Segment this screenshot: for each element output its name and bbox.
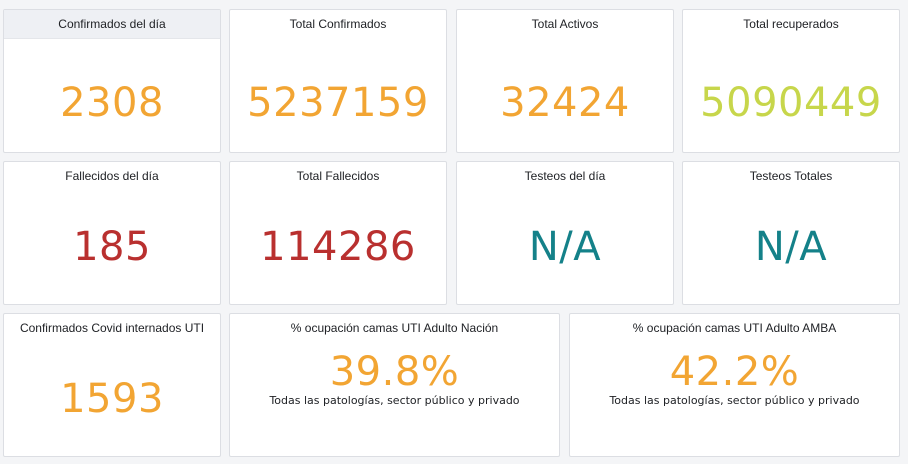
panel-confirmados-del-dia[interactable]: Confirmados del día 2308 bbox=[3, 9, 221, 153]
panel-title: Testeos del día bbox=[524, 169, 606, 183]
panel-testeos-del-dia[interactable]: Testeos del día N/A bbox=[456, 161, 674, 305]
stat-value: N/A bbox=[528, 224, 602, 270]
panel-title: Confirmados del día bbox=[4, 10, 220, 39]
panel-testeos-totales[interactable]: Testeos Totales N/A bbox=[682, 161, 900, 305]
panel-fallecidos-del-dia[interactable]: Fallecidos del día 185 bbox=[3, 161, 221, 305]
panel-ocupacion-uti-amba[interactable]: % ocupación camas UTI Adulto AMBA 42.2% … bbox=[569, 313, 900, 457]
stat-value: 2308 bbox=[60, 80, 164, 126]
panel-title: Total recuperados bbox=[743, 17, 839, 31]
stat-value: 32424 bbox=[500, 80, 630, 126]
panel-total-confirmados[interactable]: Total Confirmados 5237159 bbox=[229, 9, 447, 153]
stat-value: 185 bbox=[73, 224, 151, 270]
panel-title: % ocupación camas UTI Adulto AMBA bbox=[632, 321, 837, 335]
stat-value: 1593 bbox=[60, 376, 164, 422]
panel-title: Total Activos bbox=[531, 17, 599, 31]
stat-value: 5237159 bbox=[247, 80, 429, 126]
panel-title: % ocupación camas UTI Adulto Nación bbox=[290, 321, 499, 335]
panel-subtext: Todas las patologías, sector público y p… bbox=[269, 394, 520, 407]
stat-value: 39.8% bbox=[329, 349, 460, 395]
panel-total-activos[interactable]: Total Activos 32424 bbox=[456, 9, 674, 153]
panel-title: Testeos Totales bbox=[749, 169, 833, 183]
stat-value: 5090449 bbox=[700, 80, 882, 126]
panel-title: Confirmados Covid internados UTI bbox=[19, 321, 205, 335]
panel-total-recuperados[interactable]: Total recuperados 5090449 bbox=[682, 9, 900, 153]
panel-subtext: Todas las patologías, sector público y p… bbox=[609, 394, 860, 407]
panel-title: Total Fallecidos bbox=[296, 169, 380, 183]
panel-ocupacion-uti-nacion[interactable]: % ocupación camas UTI Adulto Nación 39.8… bbox=[229, 313, 560, 457]
stat-value: N/A bbox=[754, 224, 828, 270]
panel-total-fallecidos[interactable]: Total Fallecidos 114286 bbox=[229, 161, 447, 305]
panel-confirmados-internados-uti[interactable]: Confirmados Covid internados UTI 1593 bbox=[3, 313, 221, 457]
panel-title: Fallecidos del día bbox=[65, 169, 159, 183]
stat-value: 42.2% bbox=[669, 349, 800, 395]
stat-value: 114286 bbox=[260, 224, 416, 270]
panel-title: Total Confirmados bbox=[289, 17, 387, 31]
